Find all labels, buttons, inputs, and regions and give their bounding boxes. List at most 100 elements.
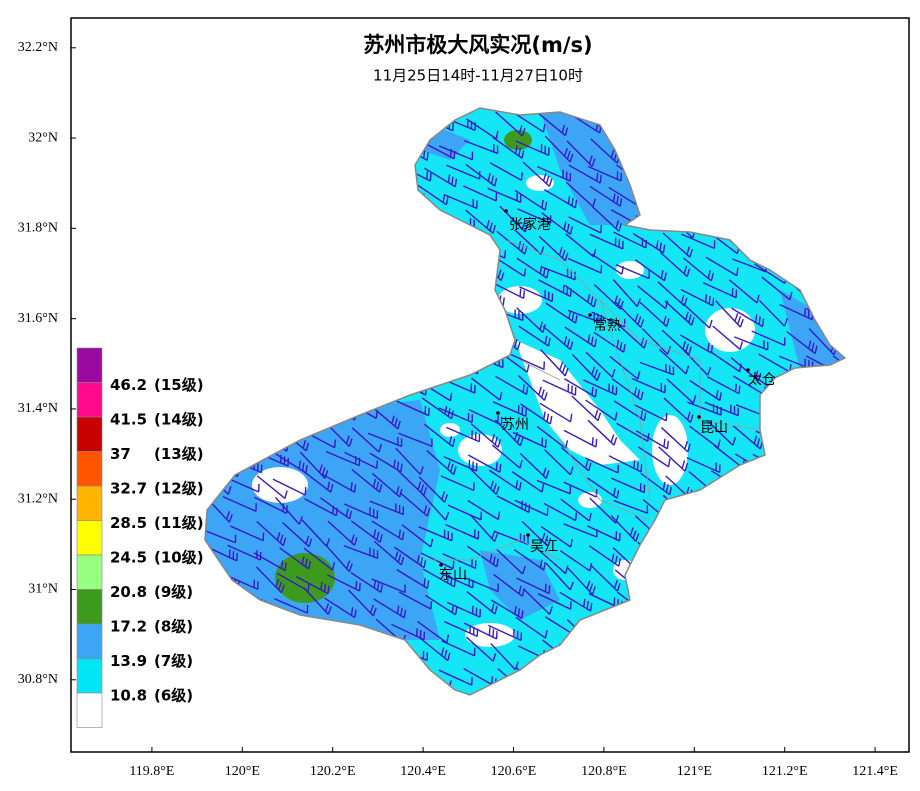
legend-swatch xyxy=(76,554,103,590)
wind-barb xyxy=(350,520,383,543)
map-title: 苏州市极大风实况(m/s) xyxy=(363,33,592,57)
x-tick-label: 119.8°E xyxy=(129,764,174,779)
legend-value: 17.2 xyxy=(110,618,147,636)
zone-green xyxy=(275,553,335,603)
legend-grade: (13级) xyxy=(154,445,204,463)
legend-swatch xyxy=(76,416,103,452)
wind-barb xyxy=(391,623,426,641)
wind-barb xyxy=(397,469,428,496)
wind-barb xyxy=(488,624,523,642)
legend-value: 37 xyxy=(110,445,131,463)
wind-barb xyxy=(540,349,569,377)
wind-barb xyxy=(564,326,597,348)
wind-barb xyxy=(487,187,522,203)
legend-grade: (9级) xyxy=(154,583,193,601)
wind-barb xyxy=(467,454,502,473)
wind-barb xyxy=(563,481,598,498)
wind-barb xyxy=(571,353,601,381)
wind-barb xyxy=(421,397,454,420)
wind-barb xyxy=(440,475,475,492)
city-label: 东山 xyxy=(439,567,467,583)
wind-barb xyxy=(545,562,574,591)
wind-barb xyxy=(538,279,572,298)
wind-barb xyxy=(589,233,624,250)
y-tick-label: 31°N xyxy=(28,582,58,597)
wind-barb xyxy=(394,546,427,569)
legend-value: 13.9 xyxy=(110,652,147,670)
wind-barb xyxy=(593,331,626,353)
wind-barb xyxy=(515,616,548,639)
wind-barb xyxy=(633,404,668,422)
wind-barb xyxy=(705,256,739,277)
wind-barb xyxy=(514,189,548,211)
wind-barb xyxy=(686,456,721,474)
x-tick-label: 120.2°E xyxy=(310,764,356,779)
wind-barb xyxy=(542,325,574,351)
map-subtitle: 11月25日14时-11月27日10时 xyxy=(373,67,583,85)
wind-barb xyxy=(418,526,453,542)
wind-barb xyxy=(445,523,480,540)
y-tick-label: 31.8°N xyxy=(18,221,58,236)
wind-barb xyxy=(463,622,498,640)
legend-grade: (10级) xyxy=(154,549,204,567)
wind-barb xyxy=(537,112,569,137)
wind-barb xyxy=(253,552,287,572)
wind-barb xyxy=(536,425,569,449)
wind-barb xyxy=(489,162,524,181)
wind-barb xyxy=(470,468,500,495)
wind-barb xyxy=(786,330,818,355)
city-label: 吴江 xyxy=(530,539,558,555)
wind-barb xyxy=(681,233,716,250)
wind-barb xyxy=(230,525,265,542)
wind-barb xyxy=(422,568,457,588)
wind-barb xyxy=(465,118,499,140)
wind-barb xyxy=(658,446,689,472)
wind-barb xyxy=(424,423,456,448)
wind-barb xyxy=(706,376,741,395)
wind-barb xyxy=(447,504,482,521)
legend-grade: (6级) xyxy=(154,687,193,705)
wind-barb xyxy=(438,669,473,686)
wind-barb xyxy=(255,566,285,594)
wind-barb xyxy=(538,235,569,262)
wind-barb xyxy=(566,140,596,167)
wind-barb xyxy=(466,545,499,568)
wind-barb xyxy=(519,452,550,479)
legend-swatch xyxy=(76,347,103,383)
wind-barb xyxy=(609,355,641,380)
wind-barb xyxy=(301,519,331,547)
wind-barb xyxy=(343,503,379,519)
legend-value: 41.5 xyxy=(110,411,147,429)
city-dot xyxy=(746,368,750,372)
wind-barb xyxy=(369,500,405,516)
wind-barb xyxy=(634,259,667,282)
wind-barb xyxy=(499,205,529,233)
wind-barb xyxy=(419,637,451,662)
wind-barb xyxy=(347,589,377,617)
wind-barb xyxy=(416,183,449,206)
legend-value: 10.8 xyxy=(110,687,147,705)
wind-barb xyxy=(301,469,334,493)
wind-barb xyxy=(370,405,401,430)
wind-barb xyxy=(514,499,549,517)
wind-barb xyxy=(728,279,760,304)
wind-barb xyxy=(516,257,550,279)
wind-barb xyxy=(567,567,596,595)
wind-barb xyxy=(464,577,499,593)
wind-barb xyxy=(680,288,715,307)
legend-value: 20.8 xyxy=(110,583,147,601)
wind-barb xyxy=(490,642,519,671)
wind-barb xyxy=(568,216,603,234)
wind-barb xyxy=(491,281,525,299)
wind-barb xyxy=(639,301,670,327)
legend-value: 24.5 xyxy=(110,549,147,567)
city-dot xyxy=(697,415,701,419)
wind-barb xyxy=(564,378,598,398)
wind-barb xyxy=(367,432,403,448)
wind-barb xyxy=(398,591,433,610)
wind-barb xyxy=(490,599,524,619)
wind-barb xyxy=(491,444,523,469)
wind-barb xyxy=(564,284,597,308)
city-label: 昆山 xyxy=(700,420,728,436)
wind-barb xyxy=(446,601,482,618)
